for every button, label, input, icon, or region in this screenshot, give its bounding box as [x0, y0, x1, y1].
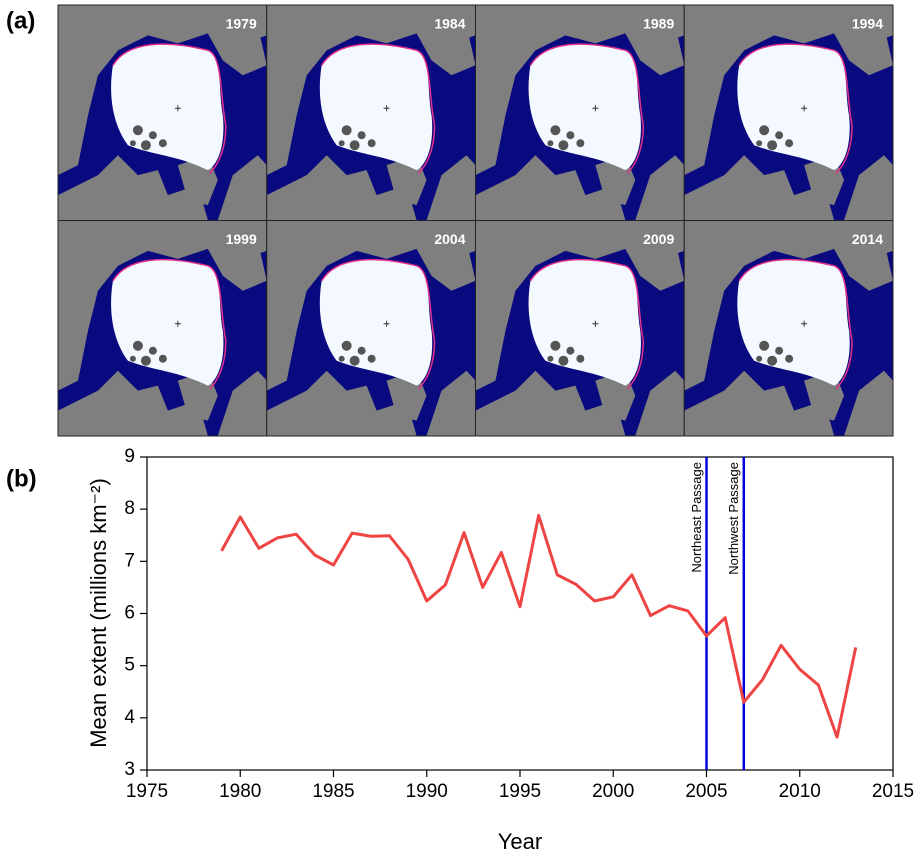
map-year: 1999 [226, 231, 257, 247]
map-year: 2004 [434, 231, 465, 247]
x-tick-label: 1985 [312, 781, 354, 802]
y-tick-label: 6 [124, 603, 135, 624]
x-tick-label: 1995 [499, 781, 541, 802]
map-tile [58, 221, 267, 436]
map-year: 1989 [643, 16, 674, 32]
map-tile [267, 221, 476, 436]
data-line [222, 515, 856, 737]
x-tick-label: 2010 [779, 781, 821, 802]
map-year: 1984 [434, 16, 465, 32]
map-year: 1994 [852, 16, 883, 32]
x-tick-label: 2000 [592, 781, 634, 802]
map-year: 2009 [643, 231, 674, 247]
x-tick-label: 2005 [685, 781, 727, 802]
plot: 3 4 5 6 7 8 9 1975 1980 1985 1990 1995 2000 2005 2010 2… [124, 446, 914, 802]
figure: (a) 1979 1984 1989 1994 1999 2004 2009 2014 (b)… [0, 0, 920, 856]
y-tick-label: 3 [124, 759, 135, 780]
x-tick-label: 1975 [126, 781, 168, 802]
x-tick-label: 2015 [872, 781, 914, 802]
x-axis-label: Year [498, 829, 542, 854]
y-axis-label: Mean extent (millions km⁻²) [86, 478, 111, 748]
y-tick-label: 7 [124, 550, 135, 571]
y-tick-label: 5 [124, 655, 135, 676]
panel-label: (a) [6, 7, 35, 34]
plot-frame [147, 457, 893, 770]
y-tick-label: 8 [124, 498, 135, 519]
x-tick-label: 1980 [219, 781, 261, 802]
map-grid: 1979 1984 1989 1994 1999 2004 2009 2014 [58, 5, 893, 436]
map-tile [684, 221, 893, 436]
map-tile [684, 5, 893, 220]
panel-label: (b) [6, 465, 37, 492]
map-tile [476, 221, 685, 436]
event-label: Northeast Passage [689, 462, 704, 573]
map-tile [58, 5, 267, 220]
map-year: 2014 [852, 231, 883, 247]
map-year: 1979 [226, 16, 257, 32]
map-tile [267, 5, 476, 220]
map-tile [476, 5, 685, 220]
event-label: Northwest Passage [726, 462, 741, 575]
x-tick-label: 1990 [406, 781, 448, 802]
y-tick-label: 9 [124, 446, 135, 467]
y-tick-label: 4 [124, 707, 135, 728]
